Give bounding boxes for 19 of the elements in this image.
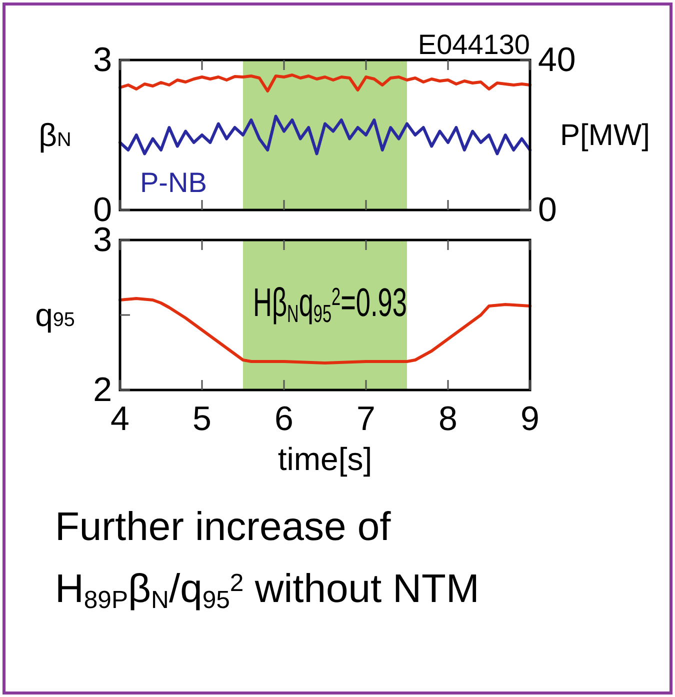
y-tick-label: 3 (93, 41, 112, 79)
y-tick-label: 2 (93, 371, 112, 409)
x-tick-label: 6 (274, 400, 294, 438)
x-tick-label: 8 (438, 400, 458, 438)
annotation: E044130 (418, 29, 530, 60)
line-series (118, 74, 532, 92)
x-tick-label: 5 (192, 400, 212, 438)
y-tick-label: 3 (93, 221, 112, 259)
band-label: Hβ$_{N}$q$_{95}$$^{2}$=0.93 (253, 281, 442, 328)
y2-tick-label: 0 (538, 191, 557, 229)
series-label: P-NB (140, 167, 207, 198)
y2-tick-label: 40 (538, 41, 576, 79)
x-tick-label: 9 (520, 400, 540, 438)
chart-title: Further increase of H$_{89P}$β$_{N}$/q$_{95}$$^{2}$ without NTM (55, 505, 480, 614)
y2-axis-title: P[MW] (560, 118, 650, 152)
x-tick-label: 4 (110, 400, 130, 438)
x-tick-label: 7 (356, 400, 376, 438)
line-series (118, 114, 532, 156)
x-axis-title: time[s] (278, 441, 372, 477)
